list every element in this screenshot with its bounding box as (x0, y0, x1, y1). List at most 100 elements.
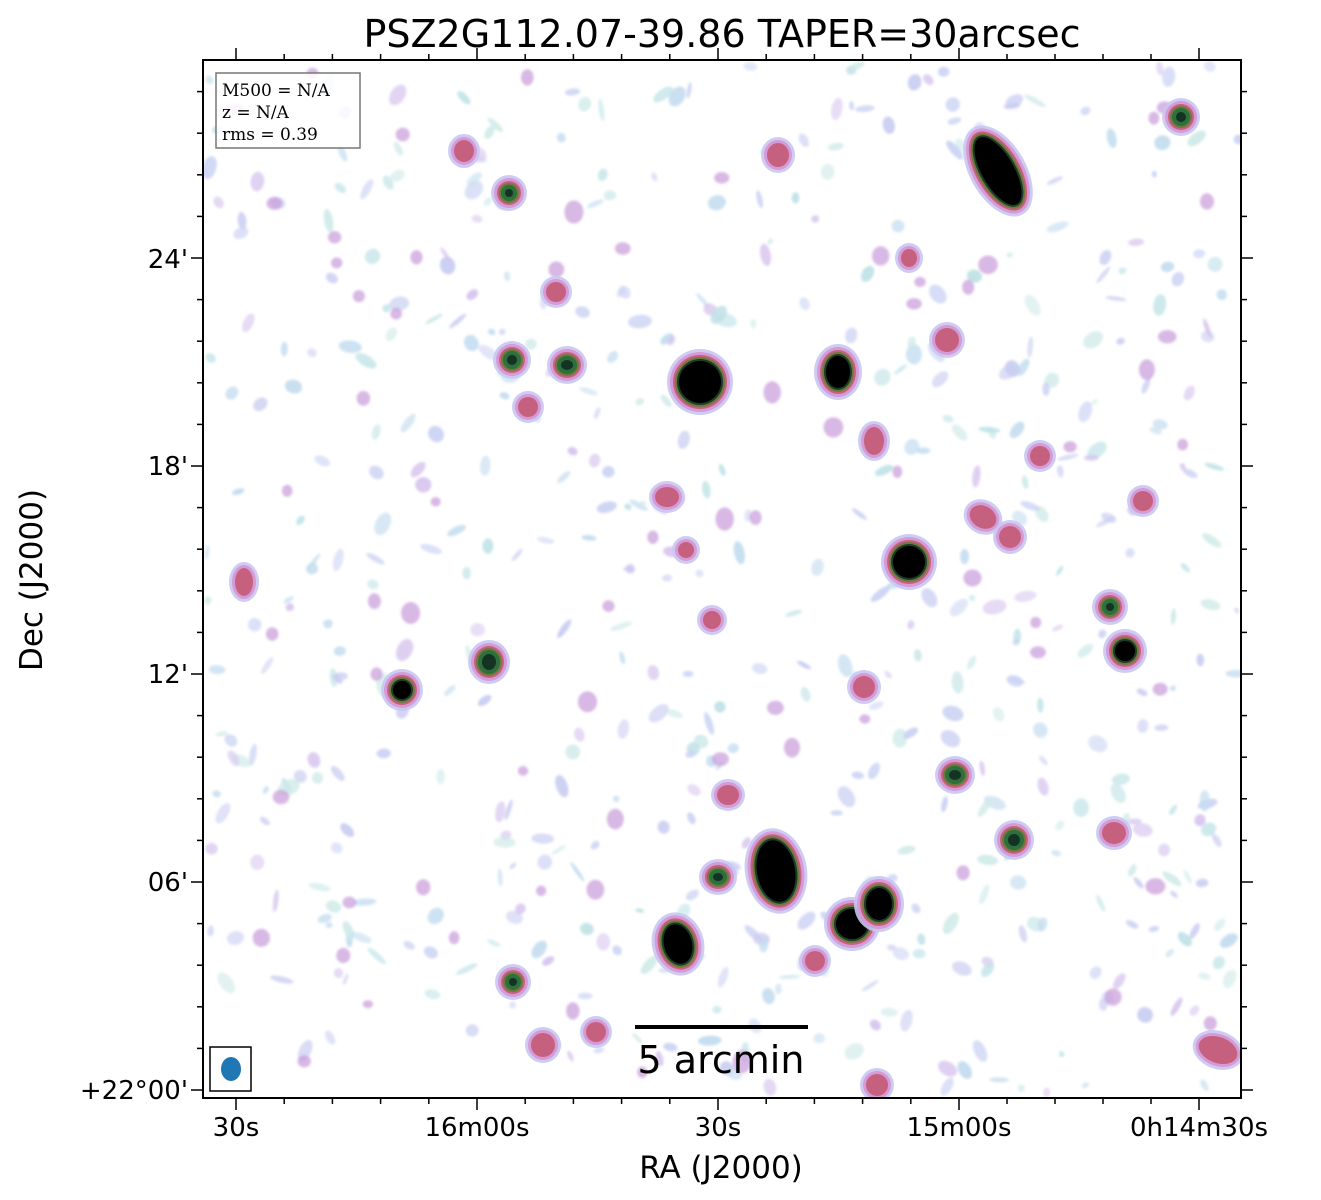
noise-blob (203, 156, 217, 180)
source-blob (1133, 491, 1153, 511)
source-blob (546, 282, 566, 302)
noise-blob (362, 1000, 374, 1009)
noise-blob (1213, 918, 1226, 931)
noise-blob (956, 865, 970, 881)
noise-blob (1125, 920, 1139, 929)
noise-blob (525, 338, 537, 350)
noise-blob (570, 861, 585, 882)
noise-blob (428, 425, 444, 443)
noise-blob (813, 1033, 825, 1044)
noise-blob (714, 701, 726, 713)
noise-blob (660, 394, 672, 408)
noise-blob (1043, 1087, 1051, 1098)
noise-blob (208, 665, 226, 675)
noise-blob (1111, 773, 1130, 786)
noise-blob (401, 602, 421, 624)
noise-blob (342, 896, 357, 909)
noise-blob (677, 430, 690, 449)
noise-blob (1037, 777, 1049, 796)
noise-blob (356, 391, 371, 406)
noise-blob (436, 768, 445, 785)
noise-blob (1158, 330, 1177, 344)
noise-blob (759, 243, 772, 267)
noise-blob (1096, 894, 1106, 912)
noise-blob (270, 975, 294, 984)
source-blob (999, 526, 1021, 548)
source-blob (454, 140, 474, 162)
noise-blob (913, 649, 922, 662)
noise-blob (752, 663, 768, 674)
noise-blob (505, 910, 523, 924)
noise-blob (957, 1061, 973, 1080)
noise-blob (616, 287, 626, 298)
noise-blob (707, 195, 726, 211)
noise-blob (577, 691, 598, 713)
noise-blob (317, 913, 332, 923)
noise-blob (1136, 688, 1148, 697)
noise-blob (602, 465, 615, 478)
noise-blob (307, 348, 317, 358)
noise-blob (640, 955, 658, 974)
noise-blob (951, 671, 964, 694)
noise-blob (861, 980, 879, 992)
noise-blob (1088, 735, 1108, 753)
noise-blob (1203, 1016, 1217, 1031)
source-blob (509, 978, 517, 986)
noise-blob (430, 497, 441, 507)
noise-blob (798, 133, 809, 148)
noise-blob (259, 816, 270, 826)
noise-blob (1018, 925, 1028, 943)
noise-blob (685, 889, 700, 901)
noise-blob (906, 298, 922, 310)
noise-blob (900, 1009, 913, 1032)
noise-blob (1012, 638, 1020, 646)
noise-blob (884, 670, 892, 679)
noise-blob (1200, 598, 1221, 611)
noise-blob (1165, 948, 1175, 958)
noise-blob (1162, 871, 1182, 887)
noise-blob (627, 314, 652, 329)
noise-blob (542, 956, 555, 966)
noise-blob (931, 371, 949, 388)
noise-blob (635, 908, 645, 913)
noise-blob (297, 1055, 311, 1068)
y-axis-label: Dec (J2000) (14, 489, 50, 671)
noise-blob (217, 972, 236, 994)
noise-blob (1199, 789, 1210, 812)
noise-blob (1098, 629, 1107, 639)
noise-blob (586, 879, 605, 900)
noise-blob (205, 353, 216, 363)
noise-blob (963, 569, 982, 587)
noise-blob (575, 306, 590, 318)
noise-blob (905, 344, 922, 365)
noise-blob (509, 1001, 517, 1009)
noise-blob (371, 424, 381, 440)
noise-blob (966, 269, 983, 283)
noise-blob (215, 731, 228, 737)
noise-blob (732, 1050, 752, 1074)
noise-blob (390, 169, 405, 182)
noise-blob (886, 944, 897, 951)
noise-blob (448, 931, 460, 945)
noise-blob (799, 297, 810, 311)
noise-blob (340, 823, 355, 838)
noise-blob (1171, 272, 1185, 287)
noise-blob (477, 694, 492, 707)
noise-blob (949, 598, 968, 617)
noise-blob (1133, 877, 1144, 889)
noise-blob (564, 88, 581, 96)
noise-blob (775, 983, 782, 995)
noise-blob (367, 593, 381, 610)
noise-blob (892, 728, 908, 748)
source-blob (561, 360, 573, 370)
source-blob (826, 356, 850, 388)
noise-blob (665, 709, 683, 719)
noise-blob (962, 279, 975, 295)
noise-blob (712, 1005, 722, 1014)
noise-blob (946, 140, 964, 160)
noise-blob (1170, 997, 1183, 1016)
noise-blob (444, 684, 456, 697)
noise-blob (717, 967, 729, 988)
noise-blob (517, 766, 529, 776)
noise-blob (811, 558, 824, 576)
